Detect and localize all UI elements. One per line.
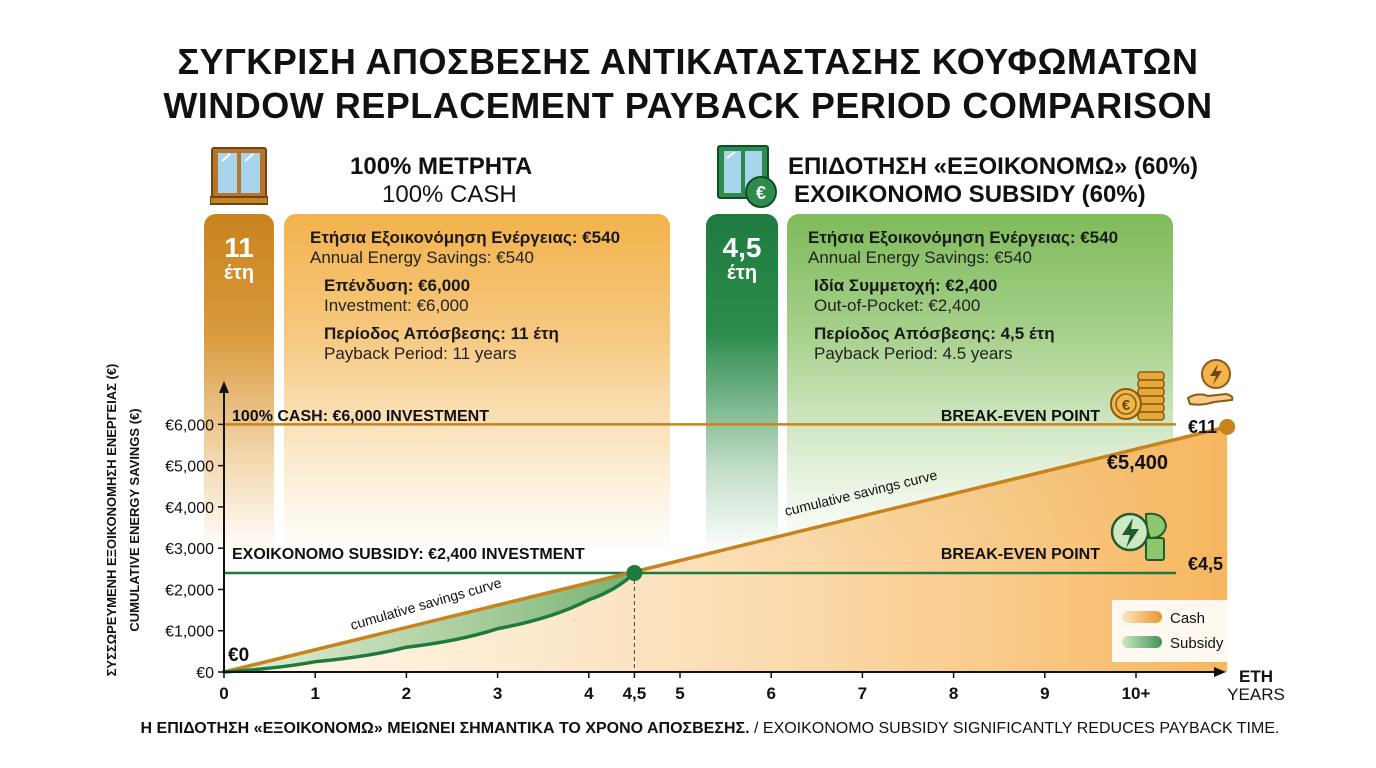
footnote-bold: Η ΕΠΙΔΟΤΗΣΗ «ΕΞΟΙΚΟΝΟΜΩ» ΜΕΙΩΝΕΙ ΣΗΜΑΝΤΙ… [140, 720, 750, 737]
cash-payback-panel: 11 έτη [204, 214, 274, 554]
y-tick-label: €1,000 [165, 624, 214, 641]
window-icon [209, 146, 269, 206]
legend-label-cash: Cash [1170, 610, 1205, 627]
coins-icon: € [1110, 371, 1165, 421]
y-tick-label: €2,000 [165, 582, 214, 599]
subsidy-header-greek: ΕΠΙΔΟΤΗΣΗ «ΕΞΟΙΚΟΝΟΜΩ» (60%) [788, 153, 1198, 180]
y-tick-label: €5,000 [165, 459, 214, 476]
y-axis-arrow [219, 381, 229, 393]
cash-investment-label: 100% CASH: €6,000 INVESTMENT [232, 408, 489, 425]
x-tick-label: 0 [219, 684, 228, 703]
x-tick-label: 4 [584, 684, 594, 703]
subsidy-payback-english: Payback Period: 4.5 years [814, 344, 1013, 363]
footnote-normal: / EXOIKONOMO SUBSIDY SIGNIFICANTLY REDUC… [754, 720, 1280, 737]
y-tick-label: €6,000 [165, 417, 214, 434]
legend-swatch-cash [1122, 611, 1162, 623]
x-tick-label: 8 [949, 684, 958, 703]
cash-breakeven-label: BREAK-EVEN POINT [941, 408, 1100, 425]
chart-footnote: Η ΕΠΙΔΟΤΗΣΗ «ΕΞΟΙΚΟΝΟΜΩ» ΜΕΙΩΝΕΙ ΣΗΜΑΝΤΙ… [140, 719, 1280, 738]
chart-legend: Cash Subsidy [1112, 600, 1232, 662]
x-tick-label: 4,5 [623, 684, 647, 703]
x-tick-label: 2 [402, 684, 411, 703]
subsidy-payback-panel: 4,5 έτη [706, 214, 778, 554]
svg-text:€: € [1122, 397, 1131, 414]
subsidy-investment-greek: Ιδία Συμμετοχή: €2,400 [814, 276, 998, 295]
subsidy-payback-unit: έτη [726, 262, 758, 284]
cash-investment-greek: Επένδυση: €6,000 [324, 276, 471, 295]
y-tick-label: €0 [196, 665, 214, 682]
cash-breakeven-value: €11 [1188, 417, 1217, 437]
cash-end-value-label: €5,400 [1107, 452, 1168, 474]
subsidy-payback-years: 4,5 [722, 232, 762, 263]
subsidy-savings-curve [222, 571, 637, 674]
hand-energy-icon [1186, 359, 1234, 406]
subsidy-savings-greek: Ετήσια Εξοικονόμηση Ενέργειας: €540 [808, 228, 1119, 247]
cash-savings-greek: Ετήσια Εξοικονόμηση Ενέργειας: €540 [310, 228, 621, 247]
legend-swatch-subsidy [1122, 636, 1162, 648]
page-title-english: WINDOW REPLACEMENT PAYBACK PERIOD COMPAR… [163, 85, 1213, 126]
x-axis-label-greek: ΕΤΗ [1239, 667, 1273, 686]
cash-savings-line [222, 425, 1229, 674]
y-axis-label-greek: ΣΥΣΣΩΡΕΥΜΕΝΗ ΕΞΟΙΚΟΝΟΜΗΣΗ ΕΝΕΡΓΕΙΑΣ (€) [104, 364, 119, 677]
subsidy-breakeven-point [626, 564, 643, 581]
svg-text:€: € [756, 183, 766, 203]
legend-label-subsidy: Subsidy [1170, 635, 1224, 652]
x-tick-label: 3 [493, 684, 502, 703]
x-tick-label: 9 [1040, 684, 1049, 703]
x-axis-arrow [1214, 667, 1226, 677]
cash-payback-greek: Περίοδος Απόσβεσης: 11 έτη [324, 324, 559, 343]
cash-payback-english: Payback Period: 11 years [324, 344, 517, 363]
cash-investment-english: Investment: €6,000 [324, 296, 469, 315]
x-tick-label: 7 [858, 684, 867, 703]
cash-payback-years: 11 [224, 232, 254, 263]
y-tick-label: €4,000 [165, 500, 214, 517]
subsidy-header-english: EXOIKONOMO SUBSIDY (60%) [794, 181, 1146, 208]
origin-label: €0 [228, 645, 249, 666]
cash-header-english: 100% CASH [382, 181, 517, 208]
page-title-greek: ΣΥΓΚΡΙΣΗ ΑΠΟΣΒΕΣΗΣ ΑΝΤΙΚΑΤΑΣΤΑΣΗΣ ΚΟΥΦΩΜ… [177, 41, 1199, 82]
subsidy-breakeven-value: €4,5 [1188, 554, 1223, 574]
cash-info-panel [284, 214, 670, 554]
cash-breakeven-point [1219, 418, 1236, 435]
x-axis-label-english: YEARS [1227, 685, 1285, 704]
y-axis-label-english: CUMULATIVE ENERGY SAVINGS (€) [127, 408, 142, 631]
window-euro-icon: € [716, 144, 778, 210]
eco-energy-icon [1110, 512, 1168, 561]
subsidy-payback-greek: Περίοδος Απόσβεσης: 4,5 έτη [814, 324, 1055, 343]
cash-savings-english: Annual Energy Savings: €540 [310, 248, 534, 267]
cash-header-greek: 100% ΜΕΤΡΗΤΑ [350, 153, 533, 180]
x-tick-label: 10+ [1122, 684, 1151, 703]
subsidy-investment-label: EXOIKONOMO SUBSIDY: €2,400 INVESTMENT [232, 546, 585, 563]
subsidy-investment-english: Out-of-Pocket: €2,400 [814, 296, 981, 315]
cash-payback-unit: έτη [223, 262, 255, 284]
y-tick-label: €3,000 [165, 541, 214, 558]
subsidy-savings-english: Annual Energy Savings: €540 [808, 248, 1032, 267]
subsidy-breakeven-label: BREAK-EVEN POINT [941, 546, 1100, 563]
x-tick-label: 1 [310, 684, 319, 703]
x-tick-label: 5 [675, 684, 684, 703]
x-tick-label: 6 [766, 684, 775, 703]
